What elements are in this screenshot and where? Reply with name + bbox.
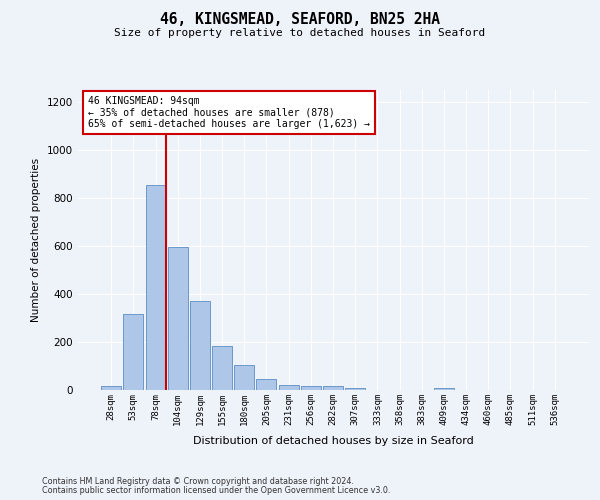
Bar: [124, 314, 143, 390]
Text: 46 KINGSMEAD: 94sqm
← 35% of detached houses are smaller (878)
65% of semi-detac: 46 KINGSMEAD: 94sqm ← 35% of detached ho…: [88, 96, 370, 129]
Text: Size of property relative to detached houses in Seaford: Size of property relative to detached ho…: [115, 28, 485, 38]
Bar: [256, 378, 277, 390]
Bar: [278, 384, 299, 390]
Text: Contains public sector information licensed under the Open Government Licence v3: Contains public sector information licen…: [42, 486, 391, 495]
Bar: [301, 386, 321, 390]
X-axis label: Distribution of detached houses by size in Seaford: Distribution of detached houses by size …: [193, 436, 473, 446]
Bar: [323, 386, 343, 390]
Bar: [190, 301, 210, 390]
Bar: [345, 388, 365, 390]
Bar: [168, 246, 188, 390]
Bar: [434, 388, 454, 390]
Bar: [234, 365, 254, 390]
Bar: [101, 386, 121, 390]
Text: Contains HM Land Registry data © Crown copyright and database right 2024.: Contains HM Land Registry data © Crown c…: [42, 477, 354, 486]
Bar: [146, 185, 166, 390]
Y-axis label: Number of detached properties: Number of detached properties: [31, 158, 41, 322]
Bar: [212, 346, 232, 390]
Text: 46, KINGSMEAD, SEAFORD, BN25 2HA: 46, KINGSMEAD, SEAFORD, BN25 2HA: [160, 12, 440, 28]
